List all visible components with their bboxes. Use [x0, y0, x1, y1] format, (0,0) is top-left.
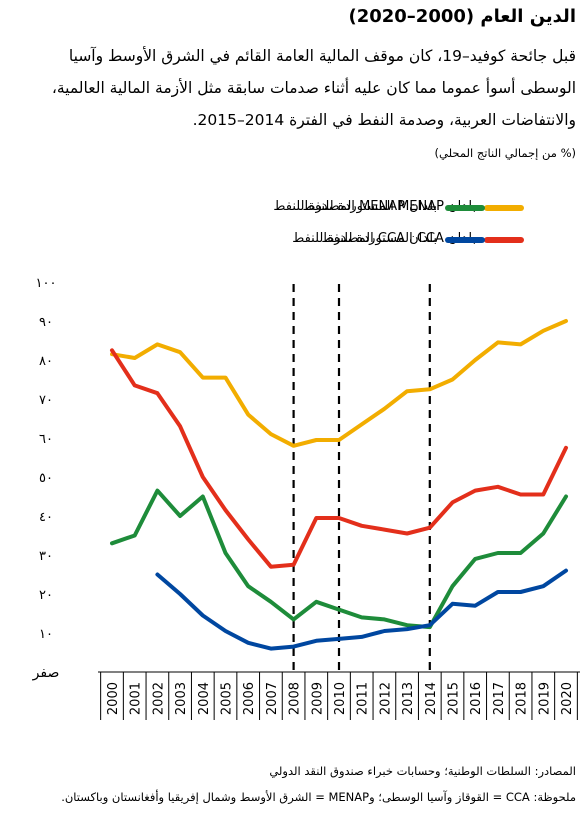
- units-label: (% من إجمالي الناتج المحلي): [434, 146, 576, 160]
- line-chart: صفر ١٠ ٢٠ ٣٠ ٤٠ ٥٠ ٦٠ ٧٠ ٨٠ ٩٠ ١٠٠ 2000 2001 2002 2003…: [32, 276, 580, 720]
- y-tick-label: ٧٠: [39, 393, 53, 408]
- series-line-0: [110, 319, 568, 448]
- y-tick-label: ٣٠: [39, 549, 53, 564]
- x-tick-label: 2006: [242, 682, 257, 715]
- x-tick-label: 2004: [197, 682, 212, 715]
- y-tick-label: ١٠٠: [36, 276, 57, 291]
- x-tick-label: 2018: [515, 682, 530, 715]
- x-tick-label: 2019: [537, 682, 552, 715]
- legend-swatch: [445, 237, 485, 243]
- series-line-3: [155, 568, 568, 651]
- x-tick-label: 2017: [492, 682, 507, 715]
- x-tick-label: 2009: [310, 682, 325, 715]
- x-tick-label: 2015: [447, 682, 462, 715]
- y-tick-label: ٩٠: [39, 315, 53, 330]
- y-tick-label: ٢٠: [39, 588, 53, 603]
- legend-label: بلدان CCA المستوردة للنفط: [321, 231, 476, 246]
- legend-label: بلدان CCA المصدرة للنفط: [292, 231, 437, 246]
- x-tick-label: 2016: [469, 682, 484, 715]
- x-tick-label: 2012: [378, 682, 393, 715]
- y-tick-label: ١٠: [39, 627, 53, 642]
- legend-item-cca-importers: بلدان CCA المستوردة للنفط: [254, 231, 524, 251]
- y-tick-label: صفر: [32, 665, 60, 681]
- x-tick-label: 2001: [129, 682, 144, 715]
- legend-item-cca-exporters: بلدان CCA المصدرة للنفط: [235, 231, 485, 251]
- y-tick-label: ٤٠: [39, 510, 53, 525]
- legend-swatch: [484, 237, 524, 243]
- x-tick-label: 2010: [333, 682, 348, 715]
- legend-swatch: [484, 205, 524, 211]
- x-tick-label: 2013: [401, 682, 416, 715]
- x-tick-label: 2020: [560, 682, 575, 715]
- y-tick-label: ٨٠: [39, 354, 53, 369]
- x-tick-label: 2011: [356, 682, 371, 715]
- x-tick-label: 2002: [151, 682, 166, 715]
- source-note: المصادر: السلطات الوطنية؛ وحسابات خبراء …: [269, 764, 576, 778]
- x-tick-label: 2000: [106, 682, 121, 715]
- x-tick-label: 2003: [174, 682, 189, 715]
- x-tick-label: 2008: [288, 682, 303, 715]
- y-tick-label: ٦٠: [39, 432, 53, 447]
- legend-item-menap-exporters: بلدان MENAP المصدرة للنفط: [235, 199, 485, 219]
- legend-swatch: [445, 205, 485, 211]
- y-tick-label: ٥٠: [39, 471, 53, 486]
- axes: صفر ١٠ ٢٠ ٣٠ ٤٠ ٥٠ ٦٠ ٧٠ ٨٠ ٩٠ ١٠٠ 2000 2001 2002 2003…: [32, 276, 580, 720]
- legend-label: بلدان MENAP المصدرة للنفط: [273, 199, 437, 214]
- series-line-1: [110, 488, 568, 630]
- series-lines: [110, 319, 568, 651]
- x-tick-label: 2005: [220, 682, 235, 715]
- chart-title: الدين العام (2000–2020): [348, 6, 576, 27]
- series-line-2: [110, 348, 568, 569]
- abbreviation-note: ملحوظة: CCA = القوقاز وآسيا الوسطى؛ وMEN…: [61, 790, 576, 804]
- vertical-markers: [292, 284, 431, 670]
- chart-subtitle: قبل جائحة كوفيد–19، كان موقف المالية الع…: [51, 47, 576, 129]
- x-tick-label: 2007: [265, 682, 280, 715]
- x-tick-label: 2014: [424, 682, 439, 715]
